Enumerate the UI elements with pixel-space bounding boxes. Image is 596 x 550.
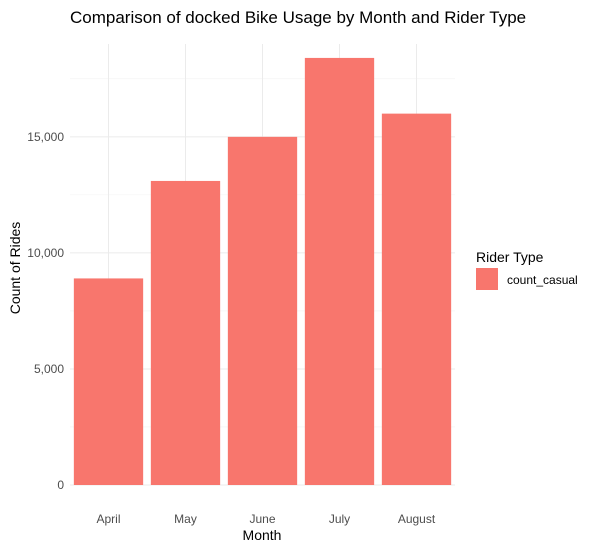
x-axis-title: Month xyxy=(243,527,282,543)
x-tick-label: July xyxy=(329,512,350,526)
legend-swatch xyxy=(476,268,498,290)
x-tick-label: June xyxy=(249,512,275,526)
y-tick-label: 0 xyxy=(57,478,64,492)
legend: Rider Type count_casual xyxy=(476,249,578,290)
bar-june xyxy=(227,136,298,485)
bar-august xyxy=(381,113,452,485)
bar-april xyxy=(73,278,144,485)
y-tick-label: 5,000 xyxy=(34,362,64,376)
chart-title: Comparison of docked Bike Usage by Month… xyxy=(70,8,526,27)
x-tick-label: August xyxy=(398,512,436,526)
y-tick-label: 10,000 xyxy=(27,246,64,260)
y-axis-title: Count of Rides xyxy=(7,222,23,315)
y-tick-label: 15,000 xyxy=(27,130,64,144)
bars xyxy=(73,57,452,485)
y-tick-labels: 0 5,000 10,000 15,000 xyxy=(27,130,64,492)
legend-label: count_casual xyxy=(507,273,578,287)
bar-july xyxy=(304,57,375,485)
bar-may xyxy=(150,180,221,485)
x-tick-label: May xyxy=(174,512,197,526)
x-tick-labels: April May June July August xyxy=(96,512,435,526)
x-tick-label: April xyxy=(96,512,120,526)
legend-title: Rider Type xyxy=(476,249,544,265)
